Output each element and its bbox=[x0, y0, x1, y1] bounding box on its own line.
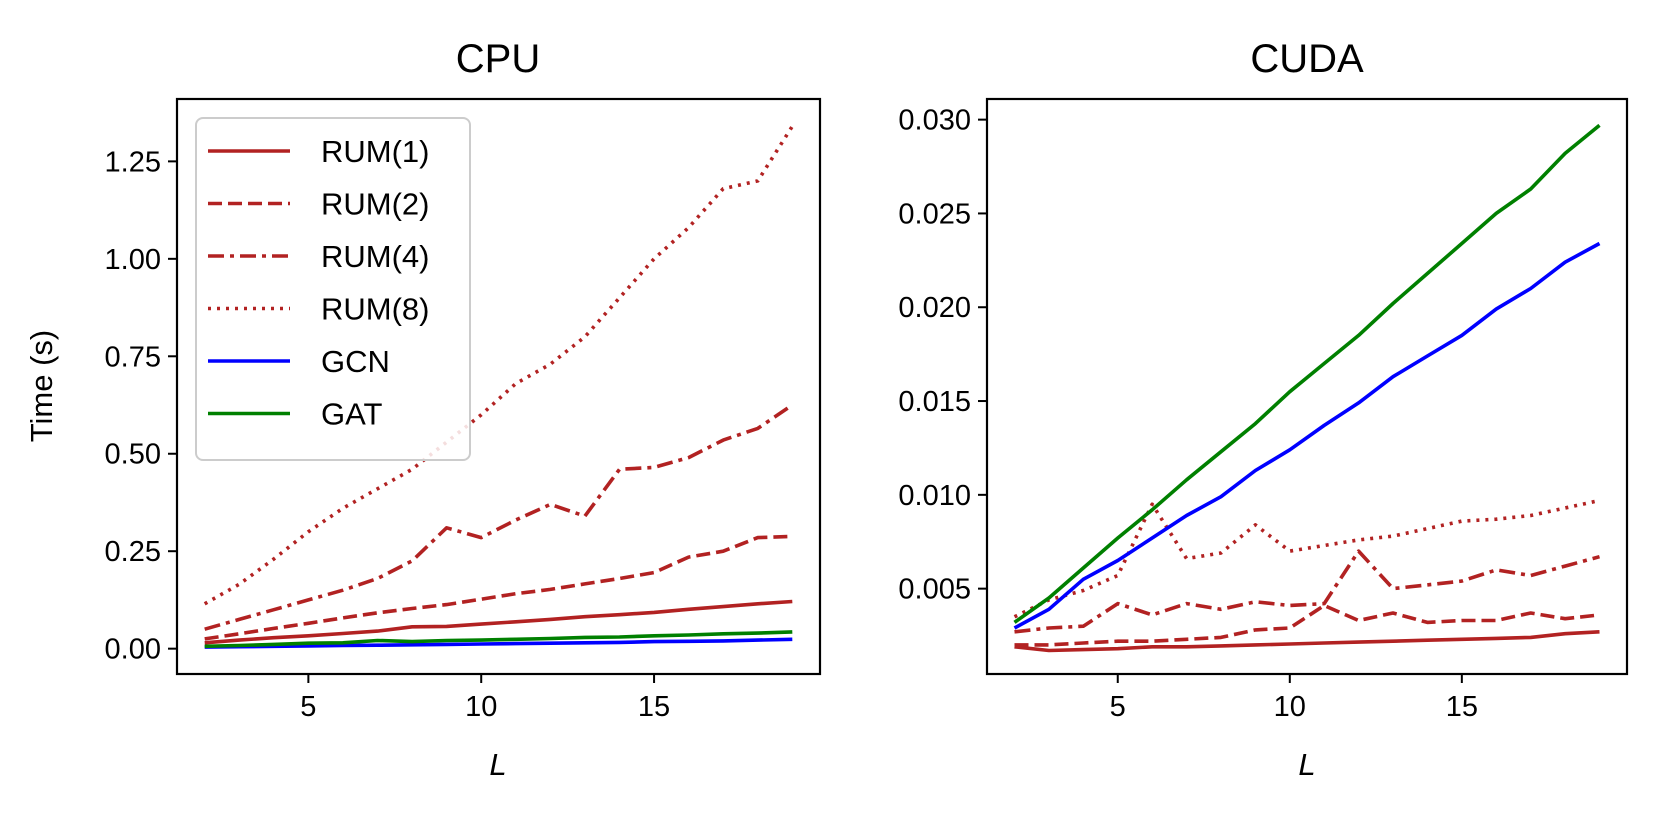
cpu-series-rum8 bbox=[203, 125, 794, 606]
legend-box bbox=[195, 117, 471, 461]
cpu-plot-area bbox=[203, 125, 794, 649]
cuda-panel: CUDA L 5 10 15 0.005 0.010 0.015 0.020 0.025 0.0… bbox=[898, 37, 1629, 782]
cpu-y-axis-label: Time (s) bbox=[24, 330, 59, 443]
legend: RUM(1) RUM(2) RUM(4) RUM(8) GCN GAT bbox=[195, 117, 471, 461]
cuda-y-tick-label: 0.010 bbox=[898, 480, 971, 512]
cuda-x-tick-label: 10 bbox=[1274, 691, 1306, 723]
cpu-series-rum4 bbox=[204, 403, 794, 631]
cuda-series-rum1 bbox=[1014, 630, 1600, 653]
cuda-y-tick-label: 0.005 bbox=[898, 574, 971, 606]
cpu-x-tick-label: 10 bbox=[465, 691, 497, 723]
cpu-panel: CPU Time (s) L 5 10 15 0.00 0.25 0.50 0.75 1.00… bbox=[24, 37, 822, 782]
legend-label: GAT bbox=[321, 397, 382, 432]
cuda-y-tick-label: 0.030 bbox=[898, 105, 971, 137]
cpu-series-gat bbox=[204, 630, 793, 649]
cuda-series-rum4 bbox=[1014, 549, 1600, 634]
cuda-axes-frame bbox=[985, 97, 1629, 676]
cpu-x-tick-label: 5 bbox=[300, 691, 316, 723]
cuda-plot-area bbox=[1013, 123, 1601, 653]
cuda-title: CUDA bbox=[1250, 37, 1364, 81]
cpu-axes-frame bbox=[175, 97, 822, 676]
cuda-y-tick-label: 0.015 bbox=[898, 386, 971, 418]
cpu-y-tick-label: 1.25 bbox=[105, 146, 161, 178]
cpu-y-tick-label: 0.25 bbox=[105, 536, 161, 568]
cuda-x-tick-label: 5 bbox=[1110, 691, 1126, 723]
cpu-y-tick-label: 0.50 bbox=[105, 439, 161, 471]
cuda-y-tick-label: 0.025 bbox=[898, 198, 971, 230]
cuda-x-tick-label: 15 bbox=[1446, 691, 1478, 723]
cpu-title: CPU bbox=[456, 37, 540, 81]
cuda-y-tick-label: 0.020 bbox=[898, 292, 971, 324]
legend-label: RUM(2) bbox=[321, 187, 430, 222]
cpu-x-tick-label: 15 bbox=[638, 691, 670, 723]
cuda-series-gcn bbox=[1013, 241, 1601, 630]
cuda-series-gat bbox=[1013, 123, 1601, 624]
legend-label: GCN bbox=[321, 344, 390, 379]
cpu-series-rum1 bbox=[204, 599, 793, 645]
cuda-x-axis-label: L bbox=[1298, 747, 1315, 782]
cpu-series-gcn bbox=[204, 637, 793, 649]
cpu-x-axis-label: L bbox=[489, 747, 506, 782]
legend-label: RUM(8) bbox=[321, 292, 430, 327]
legend-label: RUM(1) bbox=[321, 134, 430, 169]
legend-label: RUM(4) bbox=[321, 239, 430, 274]
cuda-series-rum2 bbox=[1014, 603, 1600, 647]
cpu-y-tick-label: 1.00 bbox=[105, 244, 161, 276]
cpu-y-tick-label: 0.00 bbox=[105, 634, 161, 666]
cpu-y-tick-label: 0.75 bbox=[105, 341, 161, 373]
